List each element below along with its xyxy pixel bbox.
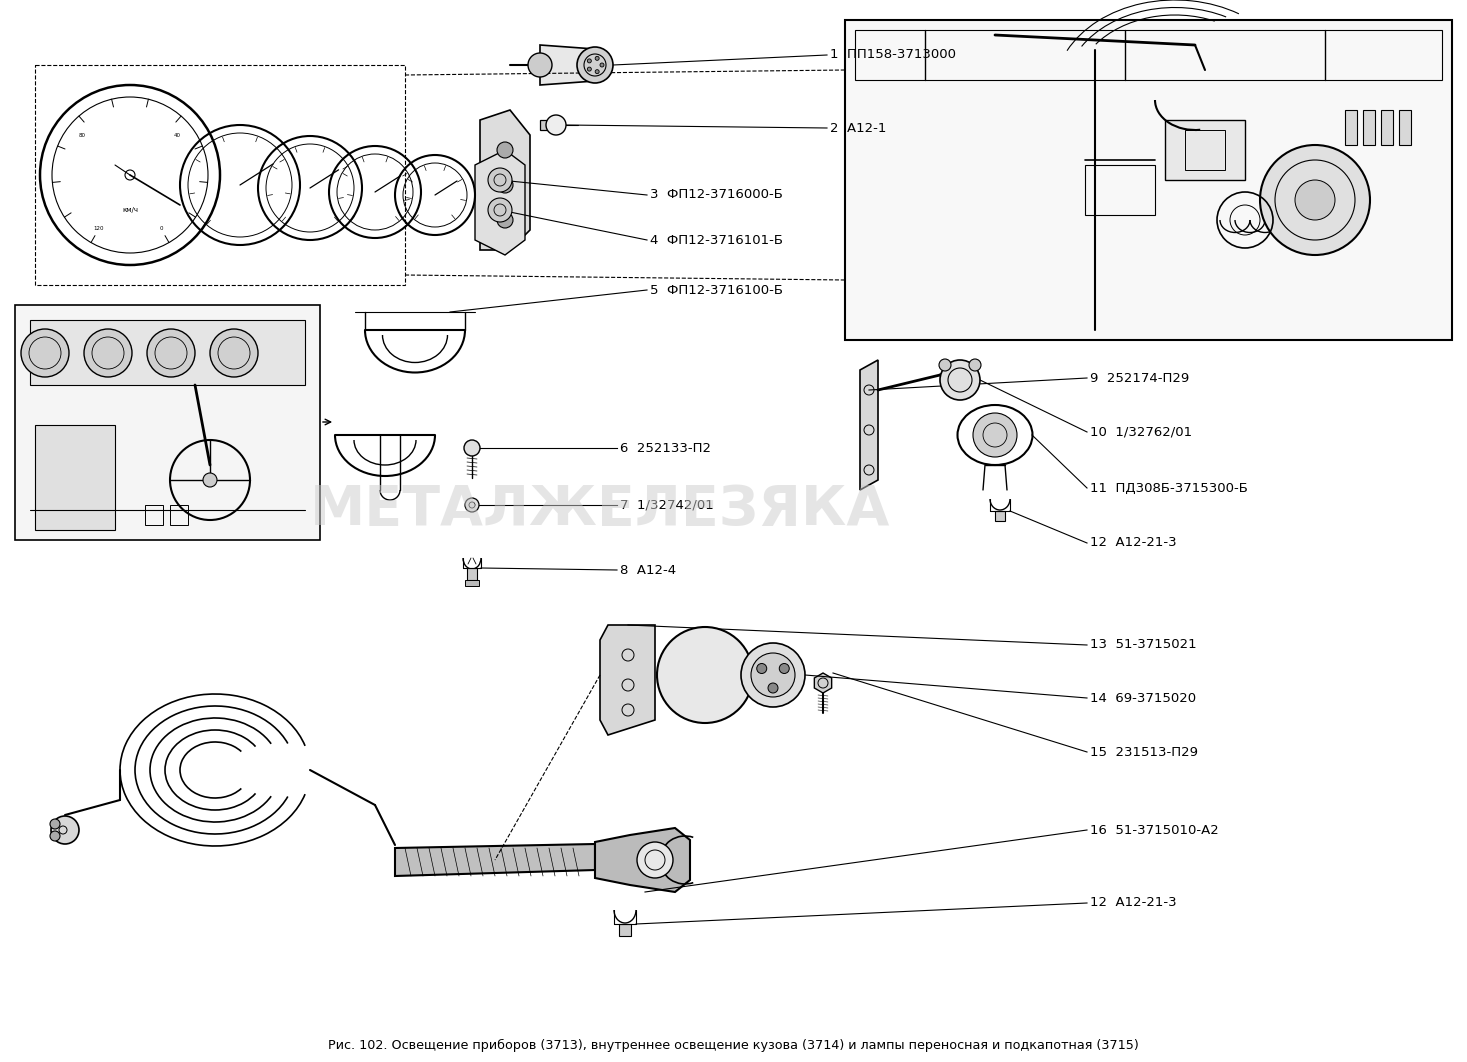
Circle shape: [751, 653, 795, 697]
Text: 120: 120: [94, 226, 104, 232]
Bar: [145, 506, 163, 525]
Circle shape: [50, 830, 60, 841]
Circle shape: [147, 329, 195, 377]
Text: 6  252133-П2: 6 252133-П2: [621, 442, 711, 455]
Circle shape: [577, 47, 613, 83]
Bar: [1345, 110, 1357, 145]
Bar: [1086, 165, 1155, 215]
Bar: [15, 305, 320, 539]
Text: 2  А12-1: 2 А12-1: [830, 121, 886, 135]
Polygon shape: [600, 626, 654, 735]
Bar: [170, 506, 188, 525]
Circle shape: [202, 473, 217, 487]
Bar: [1380, 110, 1394, 145]
Circle shape: [779, 664, 789, 673]
Polygon shape: [596, 828, 689, 892]
Text: 7  1/32742/01: 7 1/32742/01: [621, 498, 714, 512]
Text: 10  1/32762/01: 10 1/32762/01: [1090, 426, 1193, 439]
Text: 40: 40: [175, 133, 180, 138]
Bar: [1165, 120, 1245, 179]
Circle shape: [210, 329, 258, 377]
Circle shape: [600, 63, 604, 67]
Circle shape: [587, 58, 591, 63]
Circle shape: [741, 643, 805, 707]
Text: 5  ФП12-3716100-Б: 5 ФП12-3716100-Б: [650, 284, 783, 296]
Bar: [1363, 110, 1375, 145]
Circle shape: [84, 329, 132, 377]
Circle shape: [940, 360, 980, 400]
Circle shape: [757, 664, 767, 673]
Polygon shape: [475, 150, 525, 255]
Circle shape: [497, 177, 513, 193]
Polygon shape: [480, 110, 530, 250]
Circle shape: [50, 819, 60, 829]
Circle shape: [528, 53, 552, 78]
Circle shape: [596, 70, 599, 73]
Text: 11  ПД308Б-3715300-Б: 11 ПД308Б-3715300-Б: [1090, 481, 1248, 495]
Text: 12  А12-21-3: 12 А12-21-3: [1090, 896, 1177, 909]
Circle shape: [489, 198, 512, 222]
Circle shape: [464, 440, 480, 456]
Circle shape: [657, 627, 753, 723]
Text: 3  ФП12-3716000-Б: 3 ФП12-3716000-Б: [650, 188, 783, 202]
Bar: [845, 20, 1452, 340]
Circle shape: [1260, 145, 1370, 255]
Polygon shape: [540, 45, 596, 85]
Circle shape: [587, 67, 591, 71]
Text: 0: 0: [160, 226, 163, 232]
Text: 16  51-3715010-А2: 16 51-3715010-А2: [1090, 823, 1219, 837]
Circle shape: [973, 413, 1017, 457]
Text: 9  252174-П29: 9 252174-П29: [1090, 372, 1190, 384]
Polygon shape: [29, 320, 305, 386]
Circle shape: [769, 683, 778, 693]
Text: 8  А12-4: 8 А12-4: [621, 564, 676, 577]
Polygon shape: [35, 425, 114, 530]
Circle shape: [596, 56, 599, 61]
Circle shape: [489, 168, 512, 192]
Circle shape: [497, 142, 513, 158]
Circle shape: [51, 816, 79, 844]
Text: 1  ПП158-3713000: 1 ПП158-3713000: [830, 49, 956, 62]
Text: 80: 80: [79, 133, 87, 138]
Text: 14  69-3715020: 14 69-3715020: [1090, 691, 1196, 704]
Bar: [1400, 110, 1411, 145]
Text: 4  ФП12-3716101-Б: 4 ФП12-3716101-Б: [650, 234, 783, 246]
Circle shape: [637, 842, 673, 878]
Circle shape: [21, 329, 69, 377]
Polygon shape: [395, 844, 596, 876]
Bar: [619, 924, 631, 936]
Bar: [465, 580, 480, 586]
Circle shape: [497, 212, 513, 228]
Text: 15  231513-П29: 15 231513-П29: [1090, 746, 1199, 758]
Circle shape: [546, 115, 566, 135]
Polygon shape: [860, 360, 879, 490]
Text: 13  51-3715021: 13 51-3715021: [1090, 638, 1197, 651]
Circle shape: [939, 359, 951, 371]
Bar: [540, 120, 556, 130]
Bar: [467, 568, 477, 580]
Circle shape: [1295, 179, 1335, 220]
Text: 12  А12-21-3: 12 А12-21-3: [1090, 536, 1177, 549]
Text: Рис. 102. Освещение приборов (3713), внутреннее освещение кузова (3714) и лампы : Рис. 102. Освещение приборов (3713), вну…: [327, 1039, 1138, 1051]
Text: км/ч: км/ч: [122, 207, 138, 213]
Polygon shape: [814, 673, 832, 693]
Circle shape: [465, 498, 480, 512]
Bar: [35, 65, 405, 285]
Text: МЕТАЛЖЕЛЕЗЯКА: МЕТАЛЖЕЛЕЗЯКА: [310, 483, 890, 537]
Circle shape: [970, 359, 981, 371]
Bar: [995, 511, 1005, 521]
Bar: [1185, 130, 1225, 170]
